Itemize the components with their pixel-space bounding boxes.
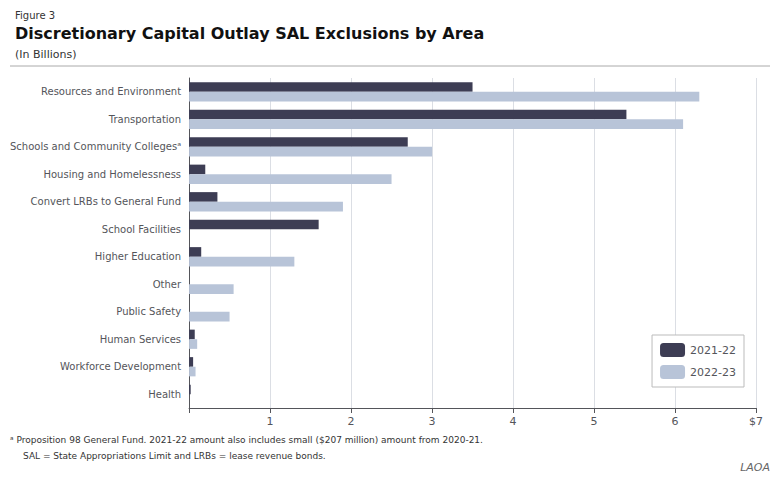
svg-text:Other: Other <box>153 279 182 290</box>
svg-text:5: 5 <box>591 415 598 428</box>
svg-text:ᵃ Proposition 98 General Fund.: ᵃ Proposition 98 General Fund. 2021-22 a… <box>10 435 483 445</box>
svg-text:Convert LRBs to General Fund: Convert LRBs to General Fund <box>31 196 182 207</box>
svg-text:$7: $7 <box>749 415 763 428</box>
svg-text:SAL = State Appropriations Lim: SAL = State Appropriations Limit and LRB… <box>23 451 326 461</box>
svg-text:Public Safety: Public Safety <box>116 306 181 317</box>
svg-text:3: 3 <box>429 415 436 428</box>
svg-text:2: 2 <box>348 415 355 428</box>
svg-text:Workforce Development: Workforce Development <box>60 361 181 372</box>
svg-text:Human Services: Human Services <box>100 334 181 345</box>
svg-text:Discretionary Capital Outlay S: Discretionary Capital Outlay SAL Exclusi… <box>15 24 484 43</box>
svg-text:Higher Education: Higher Education <box>95 251 181 262</box>
svg-text:Transportation: Transportation <box>108 114 181 125</box>
svg-text:2022-23: 2022-23 <box>690 366 736 379</box>
svg-text:1: 1 <box>267 415 274 428</box>
svg-text:(In Billions): (In Billions) <box>15 48 77 61</box>
svg-text:Housing and Homelessness: Housing and Homelessness <box>43 169 181 180</box>
svg-text:LAOA: LAOA <box>740 461 770 474</box>
svg-text:4: 4 <box>510 415 517 428</box>
svg-text:Health: Health <box>148 389 181 400</box>
svg-text:2021-22: 2021-22 <box>690 344 736 357</box>
svg-text:Figure 3: Figure 3 <box>15 10 55 21</box>
svg-text:Schools and Community Colleges: Schools and Community Collegesᵃ <box>10 141 181 152</box>
svg-text:Resources and Environment: Resources and Environment <box>41 86 181 97</box>
svg-text:School Facilities: School Facilities <box>102 224 181 235</box>
svg-text:6: 6 <box>672 415 679 428</box>
